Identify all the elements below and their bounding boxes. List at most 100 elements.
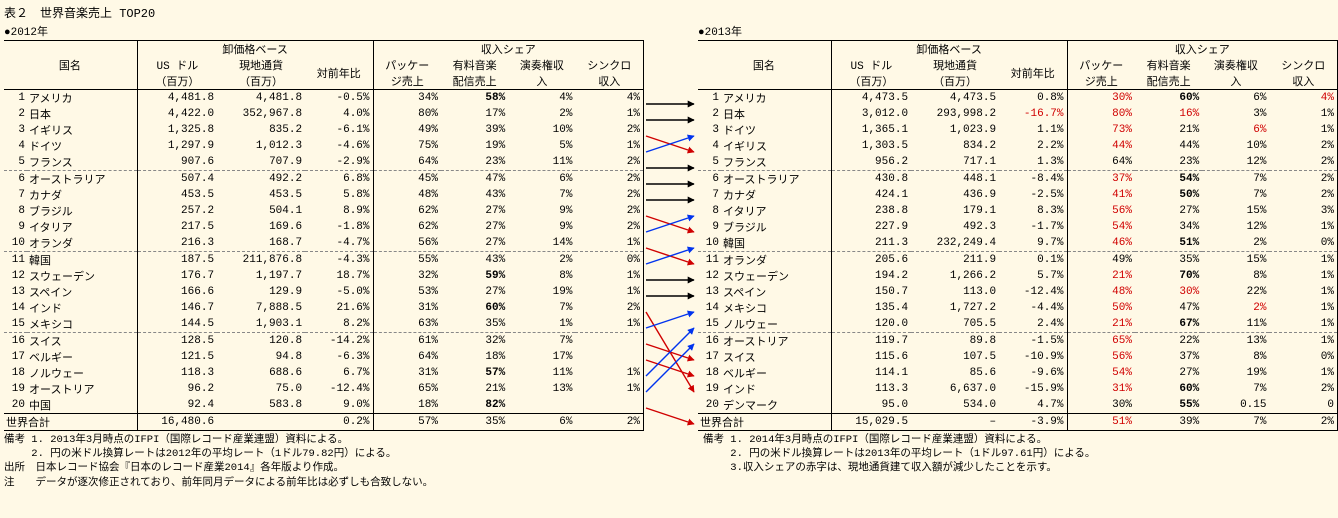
cell: 46% — [1067, 235, 1135, 252]
cell: 16,480.6 — [137, 414, 217, 431]
cell: 62% — [373, 203, 441, 219]
cell: 14% — [508, 235, 575, 252]
cell: 56% — [1067, 349, 1135, 365]
cell: 80% — [1067, 106, 1135, 122]
cell: 7% — [1202, 187, 1269, 203]
cell: 57% — [373, 414, 441, 431]
cell: 1,325.8 — [137, 122, 217, 138]
cell: 53% — [373, 284, 441, 300]
cell: 238.8 — [831, 203, 911, 219]
cell: 12% — [1202, 154, 1269, 171]
cell: 504.1 — [217, 203, 305, 219]
cell — [575, 333, 643, 350]
cell: 1% — [575, 365, 643, 381]
cell: 146.7 — [137, 300, 217, 316]
cell: 10% — [508, 122, 575, 138]
footnotes-right: 備考 1. 2014年3月時点のIFPI（国際レコード産業連盟）資料による。 2… — [703, 433, 1338, 490]
cell: 0% — [575, 252, 643, 269]
cell: 7% — [1202, 171, 1269, 188]
cell: 58% — [441, 90, 508, 107]
cell: 6.8% — [305, 171, 373, 188]
cell: 169.6 — [217, 219, 305, 235]
cell: 70% — [1135, 268, 1202, 284]
cell: 1,197.7 — [217, 268, 305, 284]
cell: 3% — [1202, 106, 1269, 122]
cell: -4.3% — [305, 252, 373, 269]
cell: 27% — [441, 235, 508, 252]
cell: 56% — [373, 235, 441, 252]
cell: 15% — [1202, 252, 1269, 269]
cell: 65% — [1067, 333, 1135, 350]
cell: 120.0 — [831, 316, 911, 333]
cell: 0 — [1269, 397, 1337, 414]
cell — [508, 397, 575, 414]
cell: 11% — [1202, 316, 1269, 333]
cell: -3.9% — [999, 414, 1067, 431]
cell: -2.5% — [999, 187, 1067, 203]
cell: 1% — [1269, 333, 1337, 350]
cell: 37% — [1067, 171, 1135, 188]
cell: 0% — [1269, 349, 1337, 365]
cell: 35% — [441, 316, 508, 333]
cell — [575, 397, 643, 414]
cell: 717.1 — [911, 154, 999, 171]
year-2012: ●2012年 — [4, 23, 644, 39]
cell: 22% — [1202, 284, 1269, 300]
cell: 51% — [1135, 235, 1202, 252]
cell: 1% — [575, 284, 643, 300]
cell: 39% — [441, 122, 508, 138]
cell: 18% — [373, 397, 441, 414]
cell: 2% — [1269, 154, 1337, 171]
cell: 5% — [508, 138, 575, 154]
year-2013: ●2013年 — [698, 23, 1338, 39]
cell: 217.5 — [137, 219, 217, 235]
cell: 705.5 — [911, 316, 999, 333]
cell: 4% — [1269, 90, 1337, 107]
cell: 57% — [441, 365, 508, 381]
cell: 1,903.1 — [217, 316, 305, 333]
cell: 73% — [1067, 122, 1135, 138]
cell: 7% — [1202, 381, 1269, 397]
cell: 11% — [508, 154, 575, 171]
cell: 1,297.9 — [137, 138, 217, 154]
cell: 30% — [1067, 90, 1135, 107]
cell: 60% — [441, 300, 508, 316]
cell: 2% — [1269, 414, 1337, 431]
cell: 1% — [1269, 122, 1337, 138]
cell: 257.2 — [137, 203, 217, 219]
cell: 10% — [1202, 138, 1269, 154]
cell: 2% — [575, 187, 643, 203]
cell: 85.6 — [911, 365, 999, 381]
cell: -5.0% — [305, 284, 373, 300]
cell: -16.7% — [999, 106, 1067, 122]
cell: 0.8% — [999, 90, 1067, 107]
cell: 50% — [1067, 300, 1135, 316]
cell: 4.7% — [999, 397, 1067, 414]
cell: 119.7 — [831, 333, 911, 350]
cell: 27% — [1135, 365, 1202, 381]
cell: 4,473.5 — [831, 90, 911, 107]
cell: 8.9% — [305, 203, 373, 219]
cell: 45% — [373, 171, 441, 188]
cell: 227.9 — [831, 219, 911, 235]
cell: 27% — [441, 219, 508, 235]
cell: 128.5 — [137, 333, 217, 350]
cell: 63% — [373, 316, 441, 333]
cell: 18.7% — [305, 268, 373, 284]
cell: 31% — [373, 300, 441, 316]
cell: 50% — [1135, 187, 1202, 203]
cell: 2% — [575, 219, 643, 235]
cell: 21.6% — [305, 300, 373, 316]
cell: 75.0 — [217, 381, 305, 397]
cell: 0.2% — [305, 414, 373, 431]
cell: 113.0 — [911, 284, 999, 300]
cell: 232,249.4 — [911, 235, 999, 252]
cell: 293,998.2 — [911, 106, 999, 122]
cell: 187.5 — [137, 252, 217, 269]
cell: 82% — [441, 397, 508, 414]
cell: 23% — [441, 154, 508, 171]
cell: 55% — [1135, 397, 1202, 414]
cell: 17% — [441, 106, 508, 122]
cell: 0% — [1269, 235, 1337, 252]
cell: 7% — [508, 187, 575, 203]
